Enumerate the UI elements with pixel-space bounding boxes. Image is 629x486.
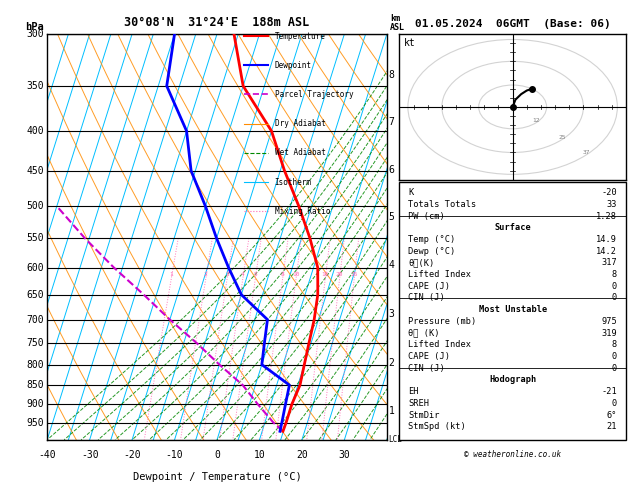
- Text: 7: 7: [389, 117, 394, 126]
- Text: CAPE (J): CAPE (J): [408, 352, 450, 361]
- Text: Wet Adiabat: Wet Adiabat: [275, 148, 326, 157]
- Text: 950: 950: [26, 417, 44, 428]
- Text: 30°08'N  31°24'E  188m ASL: 30°08'N 31°24'E 188m ASL: [125, 16, 309, 29]
- Text: 01.05.2024  06GMT  (Base: 06): 01.05.2024 06GMT (Base: 06): [415, 19, 611, 29]
- Text: kt: kt: [404, 38, 416, 49]
- Text: Dry Adiabat: Dry Adiabat: [275, 119, 326, 128]
- Text: 33: 33: [606, 200, 617, 209]
- Text: -20: -20: [123, 450, 141, 460]
- Text: 975: 975: [601, 317, 617, 326]
- Text: Parcel Trajectory: Parcel Trajectory: [275, 90, 353, 99]
- FancyBboxPatch shape: [399, 182, 626, 440]
- Text: 6: 6: [389, 165, 394, 175]
- Text: 8: 8: [389, 70, 394, 80]
- Text: 0: 0: [611, 294, 617, 302]
- Text: 8: 8: [611, 340, 617, 349]
- Text: 1: 1: [389, 406, 394, 417]
- Text: 317: 317: [601, 259, 617, 267]
- Text: 25: 25: [350, 272, 358, 277]
- Text: Isotherm: Isotherm: [275, 178, 312, 187]
- Text: Mixing Ratio: Mixing Ratio: [275, 207, 330, 216]
- Text: Pressure (mb): Pressure (mb): [408, 317, 477, 326]
- Text: 0: 0: [611, 399, 617, 408]
- Text: 750: 750: [26, 338, 44, 348]
- Text: 30: 30: [338, 450, 350, 460]
- Text: SREH: SREH: [408, 399, 430, 408]
- Text: 8: 8: [281, 272, 284, 277]
- Text: 10: 10: [253, 450, 265, 460]
- Text: Totals Totals: Totals Totals: [408, 200, 477, 209]
- Text: θᴄ (K): θᴄ (K): [408, 329, 440, 338]
- Text: 800: 800: [26, 360, 44, 370]
- Text: 850: 850: [26, 380, 44, 390]
- Text: 300: 300: [26, 29, 44, 39]
- Text: 450: 450: [26, 166, 44, 175]
- Text: 0: 0: [611, 364, 617, 373]
- Text: Dewp (°C): Dewp (°C): [408, 246, 456, 256]
- Text: km
ASL: km ASL: [390, 14, 405, 32]
- Text: 10: 10: [292, 272, 300, 277]
- Text: StmSpd (kt): StmSpd (kt): [408, 422, 466, 431]
- Text: 550: 550: [26, 233, 44, 243]
- Text: 5: 5: [389, 212, 394, 223]
- Text: 900: 900: [26, 399, 44, 409]
- Text: 400: 400: [26, 126, 44, 136]
- Text: K: K: [408, 188, 414, 197]
- Text: -30: -30: [81, 450, 99, 460]
- Text: Hodograph: Hodograph: [489, 375, 537, 384]
- Text: -40: -40: [38, 450, 56, 460]
- Text: 0: 0: [214, 450, 220, 460]
- Text: 6°: 6°: [606, 411, 617, 419]
- Text: 4: 4: [389, 260, 394, 270]
- Text: -20: -20: [601, 188, 617, 197]
- Text: 12: 12: [533, 118, 540, 123]
- Text: 700: 700: [26, 314, 44, 325]
- Text: 650: 650: [26, 290, 44, 300]
- Text: Dewpoint: Dewpoint: [275, 61, 312, 70]
- Text: 25: 25: [559, 135, 566, 140]
- Text: Temperature: Temperature: [275, 32, 326, 40]
- Text: -10: -10: [165, 450, 184, 460]
- Text: 3: 3: [225, 272, 229, 277]
- Text: 21: 21: [606, 422, 617, 431]
- Text: CIN (J): CIN (J): [408, 294, 445, 302]
- Text: 319: 319: [601, 329, 617, 338]
- Text: 4: 4: [241, 272, 245, 277]
- Text: 2: 2: [389, 358, 394, 367]
- Text: 20: 20: [296, 450, 308, 460]
- Text: 3: 3: [389, 309, 394, 319]
- Text: Most Unstable: Most Unstable: [479, 305, 547, 314]
- Text: © weatheronline.co.uk: © weatheronline.co.uk: [464, 450, 561, 459]
- Text: 0: 0: [611, 282, 617, 291]
- Text: 1: 1: [169, 272, 173, 277]
- Text: CAPE (J): CAPE (J): [408, 282, 450, 291]
- Text: 350: 350: [26, 81, 44, 91]
- Text: 500: 500: [26, 201, 44, 211]
- Text: -21: -21: [601, 387, 617, 396]
- Text: 2: 2: [204, 272, 208, 277]
- Text: hPa: hPa: [25, 21, 44, 32]
- Text: 5: 5: [253, 272, 257, 277]
- Text: 14.9: 14.9: [596, 235, 617, 244]
- Text: 16: 16: [321, 272, 329, 277]
- Text: 0: 0: [611, 352, 617, 361]
- Text: 600: 600: [26, 262, 44, 273]
- Text: 20: 20: [336, 272, 343, 277]
- Text: CIN (J): CIN (J): [408, 364, 445, 373]
- Text: Mixing Ratio (g/kg): Mixing Ratio (g/kg): [406, 193, 415, 281]
- Text: Surface: Surface: [494, 223, 531, 232]
- Text: Lifted Index: Lifted Index: [408, 340, 472, 349]
- Text: 14.2: 14.2: [596, 246, 617, 256]
- Text: StmDir: StmDir: [408, 411, 440, 419]
- Text: θᴄ(K): θᴄ(K): [408, 259, 435, 267]
- Text: EH: EH: [408, 387, 419, 396]
- Text: LCL: LCL: [389, 435, 403, 444]
- Text: Dewpoint / Temperature (°C): Dewpoint / Temperature (°C): [133, 472, 301, 482]
- Text: 37: 37: [582, 150, 590, 155]
- Text: Temp (°C): Temp (°C): [408, 235, 456, 244]
- Text: 8: 8: [611, 270, 617, 279]
- Text: 1.28: 1.28: [596, 211, 617, 221]
- Text: PW (cm): PW (cm): [408, 211, 445, 221]
- Text: Lifted Index: Lifted Index: [408, 270, 472, 279]
